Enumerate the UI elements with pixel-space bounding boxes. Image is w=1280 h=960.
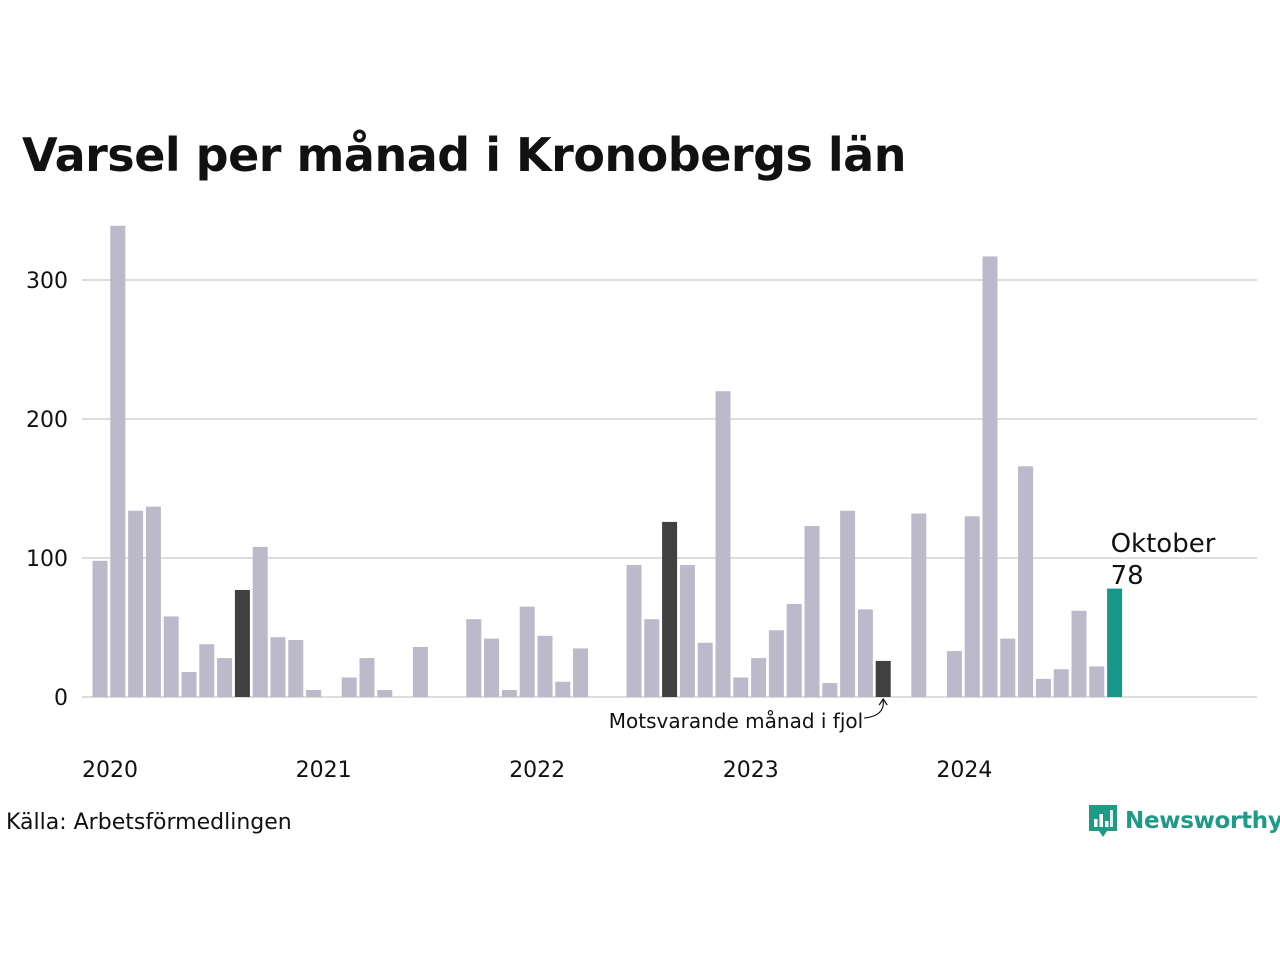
- source-note: Källa: Arbetsförmedlingen: [6, 810, 292, 835]
- current-month-label: Oktober: [1111, 529, 1216, 559]
- newsworthy-logo[interactable]: Newsworthy: [1087, 803, 1280, 839]
- bar-2020-02: [110, 225, 126, 698]
- bar-2020-01: [92, 560, 108, 697]
- bar-2020-07: [199, 644, 215, 697]
- bar-2024-01: [946, 651, 962, 697]
- bar-2022-10: [679, 565, 695, 697]
- bar-2021-01: [306, 690, 322, 697]
- bar-2022-09: [662, 521, 678, 697]
- x-tick-label: 2023: [723, 758, 779, 783]
- bar-2024-06: [1035, 678, 1051, 697]
- bar-2022-04: [573, 648, 589, 697]
- x-axis-ticks: 2020 2021 2022 2023 2024: [82, 758, 992, 783]
- x-tick-label: 2020: [82, 758, 138, 783]
- y-tick-label: 200: [26, 408, 68, 433]
- bar-2022-07: [626, 565, 642, 697]
- y-tick-label: 0: [54, 686, 68, 711]
- x-tick-label: 2024: [936, 758, 992, 783]
- bar-2024-02: [964, 516, 980, 697]
- bar-2023-01: [733, 677, 749, 697]
- bar-2023-07: [840, 510, 856, 697]
- bar-2024-10: [1107, 588, 1123, 697]
- bar-2023-03: [768, 630, 784, 697]
- bar-2020-10: [252, 546, 268, 697]
- prior-year-arrow: [864, 697, 888, 719]
- bar-2022-01: [519, 606, 535, 697]
- bar-2020-04: [145, 506, 161, 697]
- bar-2023-08: [857, 609, 873, 697]
- prior-year-annotation: Motsvarande månad i fjol: [609, 709, 863, 733]
- bar-2024-08: [1071, 610, 1087, 697]
- bar-2023-04: [786, 603, 802, 697]
- bar-2020-09: [234, 590, 250, 697]
- bar-2024-05: [1018, 466, 1034, 697]
- bar-2021-03: [341, 677, 357, 697]
- x-tick-label: 2021: [296, 758, 352, 783]
- bar-2022-03: [555, 681, 571, 697]
- bar-2023-06: [822, 683, 838, 697]
- newsworthy-chart-icon: [1089, 805, 1117, 837]
- bar-2020-05: [163, 616, 179, 697]
- bar-2020-12: [288, 640, 304, 697]
- bar-2021-12: [501, 690, 517, 697]
- current-value-label: 78: [1111, 561, 1144, 591]
- annotations: Motsvarande månad i fjol Oktober 78: [609, 529, 1216, 733]
- bar-2024-04: [1000, 638, 1016, 697]
- bar-2022-11: [697, 642, 713, 697]
- bar-2023-02: [751, 658, 767, 697]
- bar-2022-12: [715, 391, 731, 697]
- chart-title: Varsel per månad i Kronobergs län: [22, 128, 906, 182]
- bar-2020-11: [270, 637, 286, 697]
- bar-2021-10: [466, 619, 482, 697]
- bars: [92, 225, 1123, 698]
- y-tick-label: 100: [26, 547, 68, 572]
- bar-2021-05: [377, 690, 393, 697]
- bar-2021-11: [484, 638, 500, 697]
- newsworthy-logo-text: Newsworthy: [1125, 808, 1280, 834]
- x-tick-label: 2022: [509, 758, 565, 783]
- bar-2021-07: [412, 647, 428, 697]
- bar-2022-08: [644, 619, 660, 697]
- bar-2020-08: [217, 658, 233, 697]
- bar-2020-03: [128, 510, 144, 697]
- bar-2023-09: [875, 660, 891, 697]
- y-tick-label: 300: [26, 269, 68, 294]
- bar-2023-11: [911, 513, 927, 697]
- bar-2021-04: [359, 658, 375, 697]
- bar-2023-05: [804, 526, 820, 697]
- bar-2024-03: [982, 256, 998, 697]
- bar-chart: 0 100 200 300 2020 2021 2022 2023 2024 Motsvara…: [26, 225, 1257, 783]
- bar-2024-07: [1053, 669, 1069, 697]
- bar-2020-06: [181, 672, 197, 697]
- bar-2022-02: [537, 635, 553, 697]
- bar-2024-09: [1089, 666, 1105, 697]
- y-axis-ticks: 0 100 200 300: [26, 269, 68, 711]
